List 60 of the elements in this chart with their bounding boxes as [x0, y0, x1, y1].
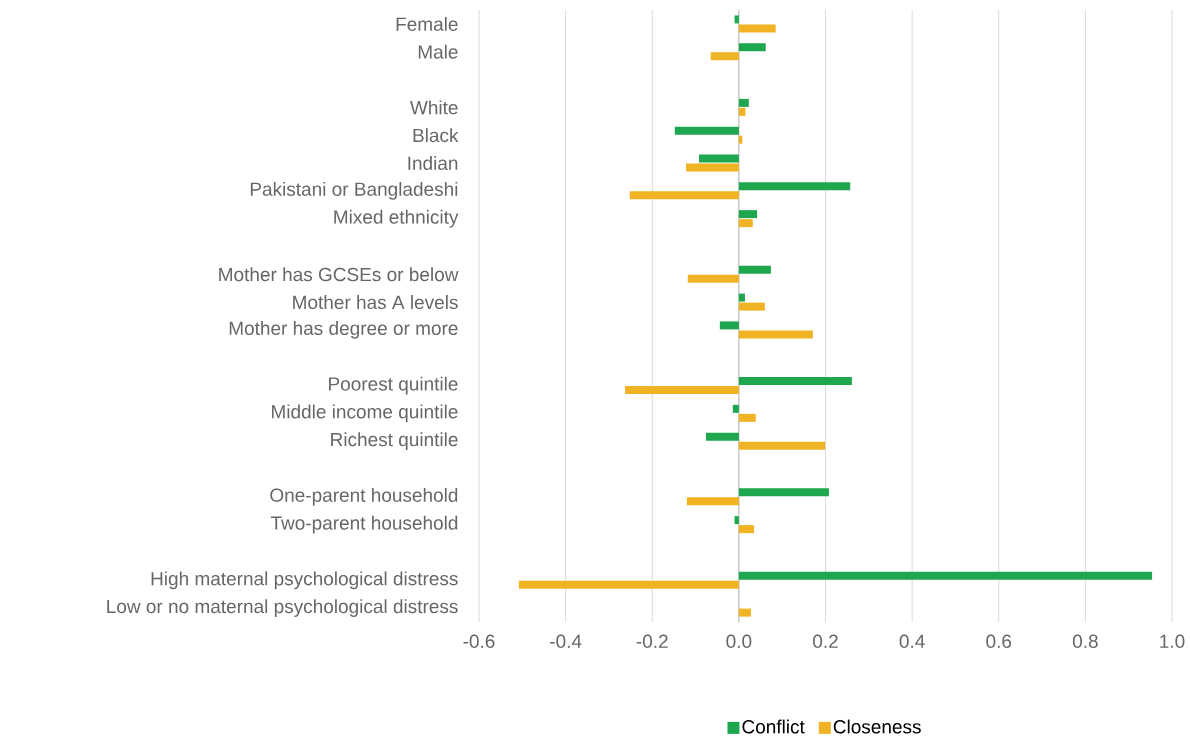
- bar: [732, 404, 739, 413]
- y-tick-label: Richest quintile: [331, 432, 458, 451]
- x-tick-label: 0.8: [1072, 634, 1098, 648]
- bar: [738, 571, 1153, 580]
- bar: [705, 432, 739, 441]
- bar: [518, 580, 739, 589]
- bar: [738, 43, 766, 52]
- bar: [738, 377, 852, 386]
- x-tick-label: -0.2: [636, 634, 668, 648]
- y-tick-label: Low or no maternal psychological distress: [107, 599, 458, 617]
- bar: [738, 98, 749, 107]
- bar: [738, 219, 753, 228]
- bar: [687, 274, 739, 283]
- bar: [738, 330, 813, 339]
- y-tick-label: Indian: [408, 156, 458, 170]
- bar: [738, 488, 829, 497]
- bar: [738, 107, 746, 116]
- y-tick-label: Mother has degree or more: [229, 321, 458, 339]
- y-tick-label: Mother has GCSEs or below: [219, 267, 459, 282]
- bar: [738, 265, 771, 274]
- y-tick-label: Mother has A levels: [293, 295, 458, 310]
- x-tick-label: 0.2: [813, 634, 838, 648]
- bar: [624, 386, 739, 395]
- x-tick-label: 1.0: [1160, 634, 1185, 648]
- y-tick-label: Two-parent household: [270, 515, 458, 534]
- y-tick-label: Male: [418, 44, 458, 59]
- y-tick-label: Mixed ethnicity: [334, 209, 459, 228]
- bar: [738, 525, 755, 534]
- bar: [629, 191, 739, 200]
- bar: [738, 441, 826, 450]
- bar: [734, 516, 739, 525]
- x-tick-label: -0.6: [463, 634, 495, 648]
- bar: [686, 163, 739, 172]
- bar: [738, 413, 756, 422]
- x-tick-label: 0.4: [899, 634, 925, 648]
- y-tick-label: One-parent household: [270, 487, 458, 506]
- x-tick-label: 0.6: [986, 634, 1012, 648]
- bar: [738, 608, 752, 617]
- bar: [674, 126, 739, 135]
- bar: [738, 24, 776, 33]
- bar: [719, 321, 739, 330]
- x-tick-label: 0.0: [726, 634, 752, 648]
- legend-label: Closeness: [833, 719, 921, 734]
- y-tick-label: Poorest quintile: [329, 376, 458, 395]
- bar: [738, 293, 745, 302]
- y-tick-label: Middle income quintile: [272, 404, 458, 423]
- y-tick-label: High maternal psychological distress: [151, 571, 458, 590]
- x-tick-label: -0.4: [550, 634, 582, 648]
- y-tick-label: Black: [413, 128, 459, 143]
- bar: [686, 497, 739, 506]
- y-tick-label: Female: [396, 16, 458, 31]
- legend-label: Conflict: [742, 719, 805, 734]
- bar: [710, 52, 739, 61]
- y-tick-label: White: [409, 100, 458, 115]
- bar: [738, 182, 851, 191]
- bar: [738, 210, 758, 219]
- bar: [699, 154, 739, 163]
- bar: [734, 15, 739, 24]
- bar: [738, 302, 765, 311]
- y-tick-label: Pakistani or Bangladeshi: [250, 181, 458, 200]
